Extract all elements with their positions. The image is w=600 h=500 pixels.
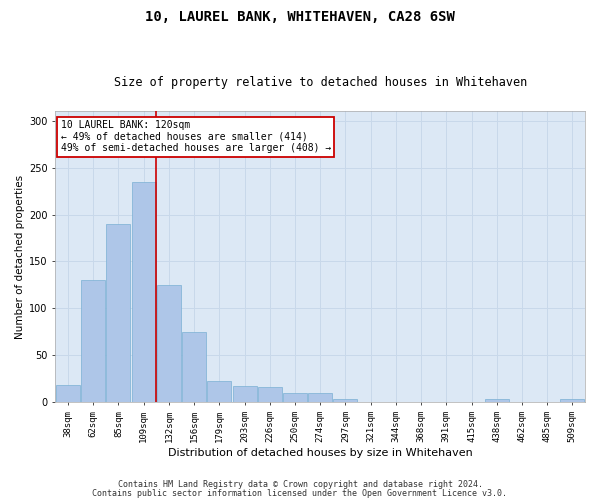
Text: Contains HM Land Registry data © Crown copyright and database right 2024.: Contains HM Land Registry data © Crown c… <box>118 480 482 489</box>
Bar <box>283 392 307 402</box>
Bar <box>233 386 257 402</box>
Bar <box>485 399 509 402</box>
Bar <box>157 285 181 402</box>
Bar <box>182 332 206 402</box>
Bar <box>258 387 282 402</box>
Bar <box>334 399 358 402</box>
Text: 10 LAUREL BANK: 120sqm
← 49% of detached houses are smaller (414)
49% of semi-de: 10 LAUREL BANK: 120sqm ← 49% of detached… <box>61 120 331 154</box>
X-axis label: Distribution of detached houses by size in Whitehaven: Distribution of detached houses by size … <box>168 448 473 458</box>
Bar <box>132 182 155 402</box>
Bar <box>106 224 130 402</box>
Title: Size of property relative to detached houses in Whitehaven: Size of property relative to detached ho… <box>113 76 527 90</box>
Bar <box>56 385 80 402</box>
Bar <box>81 280 105 402</box>
Text: 10, LAUREL BANK, WHITEHAVEN, CA28 6SW: 10, LAUREL BANK, WHITEHAVEN, CA28 6SW <box>145 10 455 24</box>
Bar <box>308 392 332 402</box>
Bar <box>208 382 232 402</box>
Text: Contains public sector information licensed under the Open Government Licence v3: Contains public sector information licen… <box>92 490 508 498</box>
Bar <box>560 399 584 402</box>
Y-axis label: Number of detached properties: Number of detached properties <box>15 174 25 339</box>
